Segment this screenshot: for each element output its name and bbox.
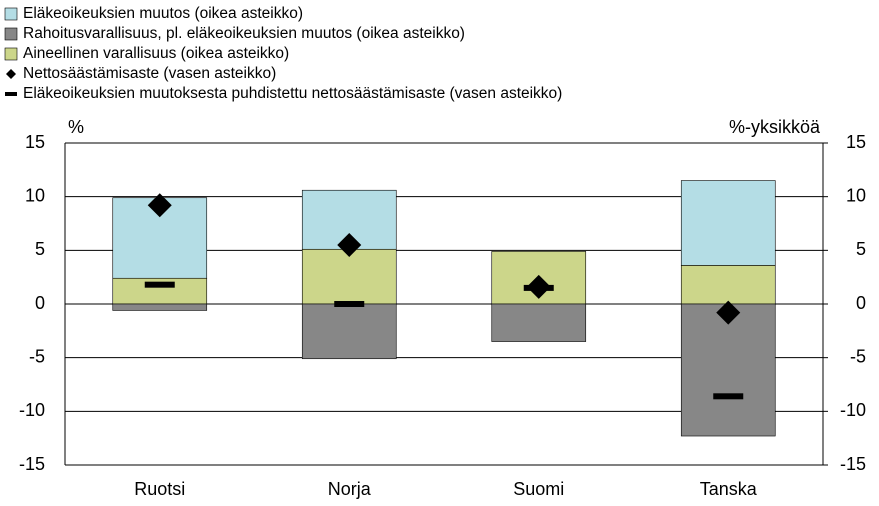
- y2-tick-label: 5: [856, 239, 866, 259]
- legend-label: Aineellinen varallisuus (oikea asteikko): [23, 45, 289, 62]
- y2-tick-label: 0: [856, 293, 866, 313]
- y2-tick-label: -15: [840, 454, 866, 474]
- y-tick-label: -15: [19, 454, 45, 474]
- bar-segment: [112, 303, 208, 311]
- y-tick-label: -5: [29, 346, 45, 366]
- bar-segment: [491, 303, 587, 342]
- legend-swatch: [4, 27, 18, 41]
- diamond-marker: [716, 300, 741, 325]
- y-tick-label: 5: [35, 239, 45, 259]
- dash-marker: [713, 393, 744, 400]
- y2-tick-label: 15: [846, 132, 866, 152]
- bar-segment: [301, 303, 397, 360]
- y2-tick-label: -10: [840, 400, 866, 420]
- bar-segment: [680, 303, 776, 437]
- dash-marker: [144, 281, 175, 288]
- legend-label: Rahoitusvarallisuus, pl. eläkeoikeuksien…: [23, 25, 465, 42]
- y2-axis-label: %-yksikköä: [729, 117, 821, 137]
- x-tick-label: Norja: [328, 479, 372, 499]
- y-axis-label: %: [68, 117, 84, 137]
- y2-tick-label: 10: [846, 185, 866, 205]
- legend-marker: [6, 69, 16, 79]
- legend-label: Nettosäästämisaste (vasen asteikko): [23, 65, 276, 82]
- x-tick-label: Suomi: [513, 479, 564, 499]
- bar-segment: [680, 180, 776, 266]
- y-tick-label: 15: [25, 132, 45, 152]
- y2-tick-label: -5: [850, 346, 866, 366]
- y-tick-label: -10: [19, 400, 45, 420]
- legend-swatch: [4, 47, 18, 61]
- x-tick-label: Ruotsi: [134, 479, 185, 499]
- bar-segment: [301, 248, 397, 305]
- y-tick-label: 0: [35, 293, 45, 313]
- x-tick-label: Tanska: [700, 479, 758, 499]
- bar-segment: [680, 265, 776, 305]
- legend-swatch: [4, 7, 18, 21]
- legend-label: Eläkeoikeuksien muutos (oikea asteikko): [23, 5, 303, 22]
- y-tick-label: 10: [25, 185, 45, 205]
- legend-marker: [5, 92, 17, 96]
- dash-marker: [334, 301, 365, 307]
- dash-marker: [523, 284, 554, 291]
- diamond-marker: [147, 193, 172, 218]
- legend-label: Eläkeoikeuksien muutoksesta puhdistettu …: [23, 85, 562, 102]
- diamond-marker: [337, 232, 362, 257]
